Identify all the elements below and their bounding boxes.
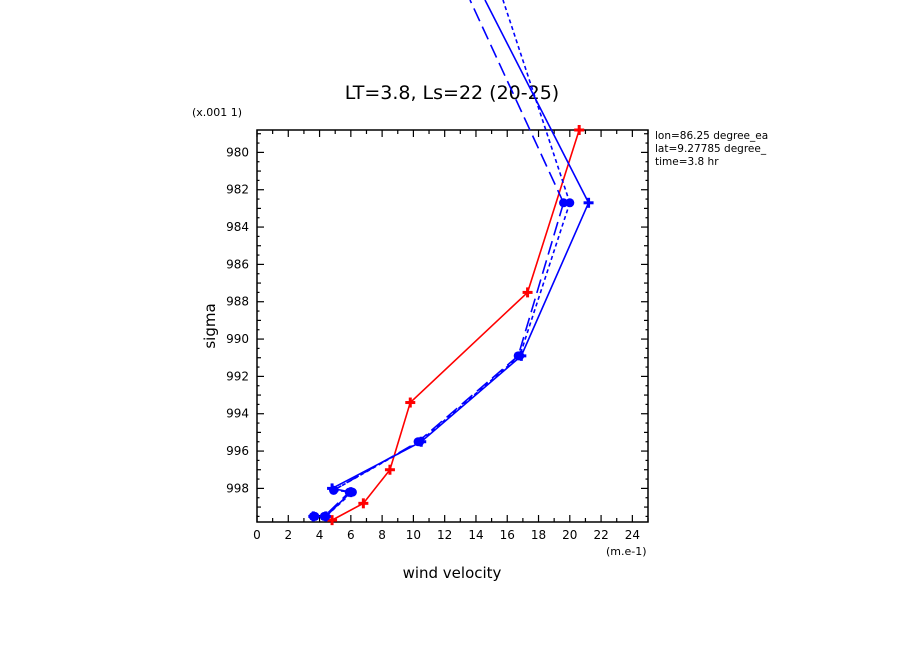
x-tick-label: 24 [625,528,640,542]
x-tick-label: 8 [378,528,386,542]
y-scale-label: (x.001 1) [192,106,242,119]
series-1-marker [405,397,416,408]
x-tick-label: 2 [284,528,292,542]
chart-title: LT=3.8, Ls=22 (20-25) [345,82,559,104]
x-tick-label: 4 [316,528,324,542]
series-4-extension [469,0,565,204]
y-axis-label: sigma [201,303,219,348]
x-tick-label: 0 [253,528,261,542]
series-1-marker [327,515,338,526]
y-tick-label: 988 [226,295,249,309]
x-tick-label: 20 [562,528,577,542]
x-tick-label: 22 [593,528,608,542]
chart-annotations: lon=86.25 degree_ea lat=9.27785 degree_ … [655,130,768,168]
y-tick-label: 994 [226,407,249,421]
x-tick-label: 16 [500,528,515,542]
x-tick-label: 10 [406,528,421,542]
x-tick-label: 6 [347,528,355,542]
y-tick-label: 996 [226,444,249,458]
series-3-extension [502,0,571,204]
y-tick-label: 982 [226,183,249,197]
series-4-marker [329,485,339,495]
series-1-marker [358,498,369,509]
y-tick-label: 992 [226,369,249,383]
y-tick-label: 998 [226,481,249,495]
x-axis-label: wind velocity [403,564,502,582]
y-tick-label: 980 [226,145,249,159]
x-scale-label: (m.e-1) [606,545,647,558]
x-tick-label: 18 [531,528,546,542]
y-tick-label: 984 [226,220,249,234]
series-line-2 [313,202,590,518]
series-4-marker [413,437,423,447]
annotation-time: time=3.8 hr [655,156,719,168]
series-line-1 [331,129,580,521]
x-tick-label: 14 [468,528,483,542]
series-line-4 [313,202,565,518]
series-line-3 [314,202,571,518]
annotation-lat: lat=9.27785 degree_ [655,143,767,155]
y-tick-label: 986 [226,257,249,271]
x-tick-label: 12 [437,528,452,542]
series-4-marker [319,511,329,521]
plot-frame [256,129,649,523]
series-layer [308,0,594,526]
series-1-marker [574,125,585,135]
y-tick-label: 990 [226,332,249,346]
series-4-marker [513,351,523,361]
series-4-marker [344,487,354,497]
series-1-marker [522,287,533,298]
annotation-lon: lon=86.25 degree_ea [655,130,768,142]
axes: 0 2 4 6 8 10 12 14 16 18 20 22 249809829849869889909… [226,129,649,542]
series-1-marker [384,464,395,475]
series-4-marker [308,511,318,521]
